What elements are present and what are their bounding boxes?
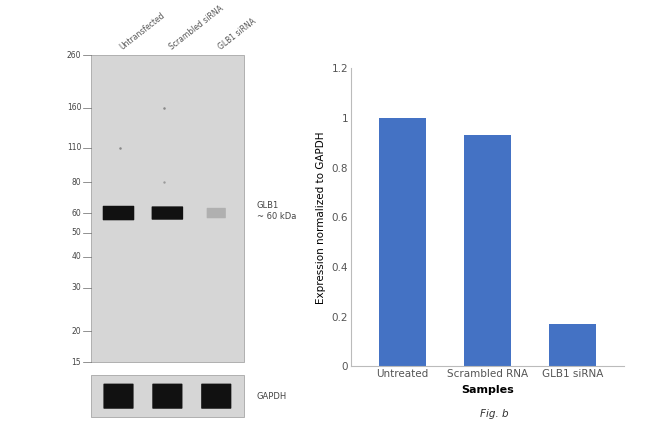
FancyBboxPatch shape xyxy=(152,383,183,409)
Text: 60: 60 xyxy=(72,209,81,218)
Text: 40: 40 xyxy=(72,252,81,261)
Bar xyxy=(91,55,244,362)
Text: 110: 110 xyxy=(67,144,81,153)
FancyBboxPatch shape xyxy=(103,206,135,220)
Text: 260: 260 xyxy=(67,51,81,60)
Text: GLB1 siRNA: GLB1 siRNA xyxy=(216,16,257,51)
FancyBboxPatch shape xyxy=(151,206,183,220)
Bar xyxy=(379,118,426,366)
Text: 15: 15 xyxy=(72,357,81,367)
Text: Untransfected: Untransfected xyxy=(118,11,167,51)
FancyBboxPatch shape xyxy=(201,383,231,409)
Bar xyxy=(464,135,511,366)
Text: GLB1
~ 60 kDa: GLB1 ~ 60 kDa xyxy=(257,201,296,221)
Text: 20: 20 xyxy=(72,327,81,336)
FancyBboxPatch shape xyxy=(207,208,226,218)
Text: Fig. b: Fig. b xyxy=(480,409,508,419)
Text: Scrambled siRNA: Scrambled siRNA xyxy=(168,3,225,51)
Text: 50: 50 xyxy=(72,228,81,237)
Text: 160: 160 xyxy=(67,103,81,112)
FancyBboxPatch shape xyxy=(103,383,134,409)
Text: 80: 80 xyxy=(72,178,81,187)
X-axis label: Samples: Samples xyxy=(461,385,514,395)
Y-axis label: Expression normalized to GAPDH: Expression normalized to GAPDH xyxy=(316,131,326,303)
Bar xyxy=(91,375,244,417)
Text: GAPDH: GAPDH xyxy=(257,391,287,401)
Text: 30: 30 xyxy=(72,283,81,292)
Bar xyxy=(549,324,596,366)
